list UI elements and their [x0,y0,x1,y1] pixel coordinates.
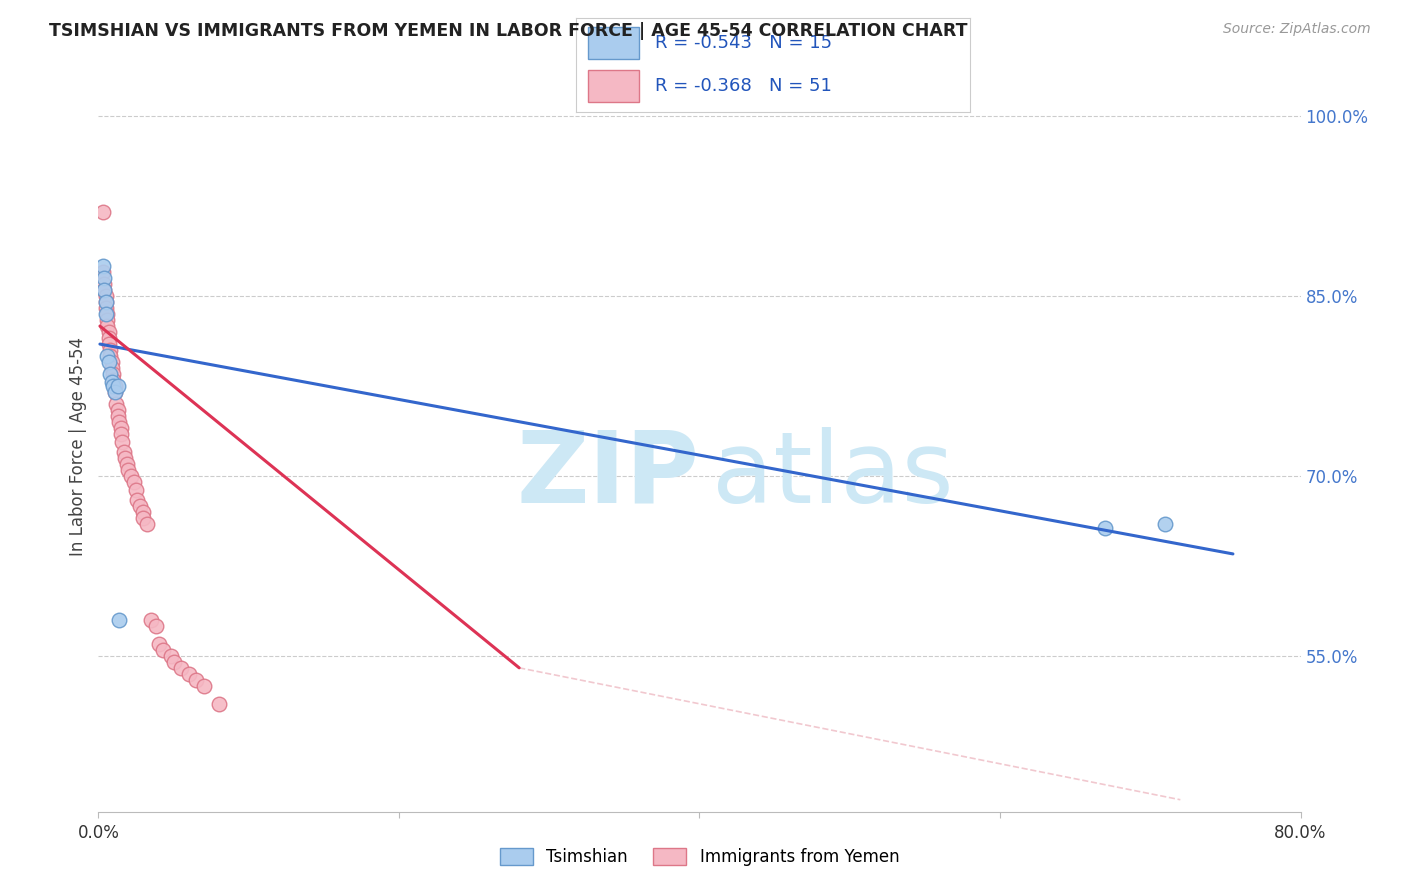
Point [100,343,122,357]
Point [101,361,124,376]
Point [129,499,152,513]
Point [139,613,162,627]
Y-axis label: In Labor Force | Age 45-54: In Labor Force | Age 45-54 [69,336,87,556]
Point [97,331,120,345]
Point [125,483,148,498]
Point [91,265,114,279]
Point [148,637,170,651]
Point [1154,516,1177,531]
Point [94,295,117,310]
Point [111,435,134,450]
Point [94,295,117,310]
Point [104,379,127,393]
Text: Source: ZipAtlas.com: Source: ZipAtlas.com [1223,22,1371,37]
FancyBboxPatch shape [588,70,640,103]
Point [108,613,131,627]
Point [177,666,200,681]
Point [170,661,193,675]
FancyBboxPatch shape [588,28,640,59]
Point [97,325,120,339]
Point [117,463,139,477]
Point [152,643,174,657]
Point [97,355,120,369]
Point [115,457,138,471]
Text: TSIMSHIAN VS IMMIGRANTS FROM YEMEN IN LABOR FORCE | AGE 45-54 CORRELATION CHART: TSIMSHIAN VS IMMIGRANTS FROM YEMEN IN LA… [49,22,967,40]
Legend: Tsimshian, Immigrants from Yemen: Tsimshian, Immigrants from Yemen [494,841,905,873]
Point [1094,520,1116,534]
Point [96,349,118,363]
Point [104,385,127,400]
Point [93,283,115,297]
Point [208,697,231,711]
Point [121,469,143,483]
Point [108,415,131,429]
Point [96,319,118,334]
Point [93,283,115,297]
Text: R = -0.368   N = 51: R = -0.368 N = 51 [655,78,832,95]
Text: R = -0.543   N = 15: R = -0.543 N = 15 [655,34,832,52]
Point [97,337,120,351]
Point [101,376,124,390]
Point [107,409,129,423]
Point [127,492,149,507]
Point [93,277,115,292]
Point [105,397,128,411]
Text: atlas: atlas [711,426,953,524]
Point [100,349,122,363]
Point [135,516,157,531]
Point [91,259,114,273]
Point [107,379,129,393]
Point [184,673,207,687]
Point [132,511,155,525]
Point [159,648,181,663]
Point [104,385,127,400]
Point [112,445,135,459]
Point [193,679,215,693]
Point [94,301,117,315]
Point [96,307,118,321]
Point [93,271,115,285]
Point [110,421,132,435]
Point [101,355,124,369]
Point [162,655,184,669]
Point [94,307,117,321]
Point [96,313,118,327]
Point [91,205,114,219]
Point [94,289,117,303]
Text: ZIP: ZIP [516,426,700,524]
Point [100,367,122,381]
Point [103,367,125,381]
Point [114,450,136,465]
Point [107,403,129,417]
Point [132,505,155,519]
Point [124,475,146,489]
Point [103,379,125,393]
Point [110,427,132,442]
Point [103,373,125,387]
Point [145,619,167,633]
